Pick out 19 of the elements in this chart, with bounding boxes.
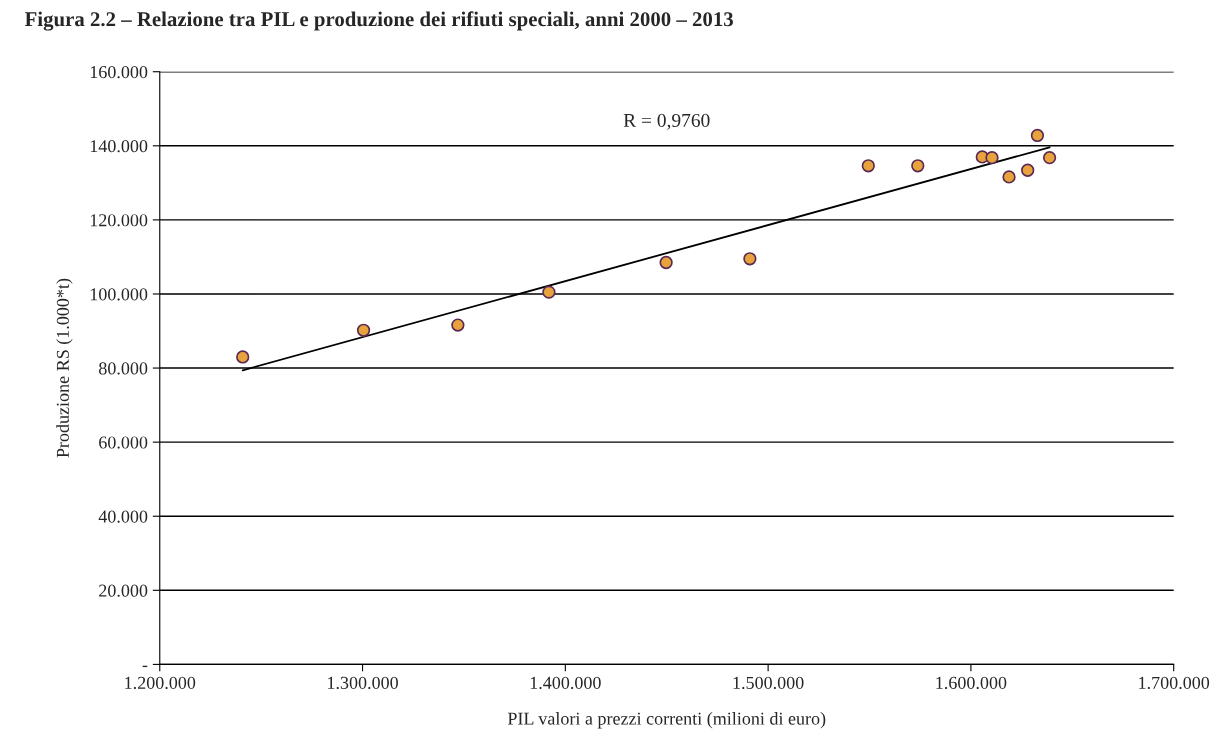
x-tick-label: 1.500.000 (733, 676, 804, 689)
y-tick-label: 120.000 (90, 214, 148, 227)
annotation: R = 0,9760 (623, 113, 710, 130)
y-tick-label: - (142, 665, 148, 668)
x-tick-label: 1.600.000 (936, 676, 1007, 689)
y-tick-label: 40.000 (98, 510, 148, 523)
y-tick-label: 80.000 (99, 362, 148, 375)
y-axis-title: Produzione RS (1.000*t) (56, 278, 73, 458)
chart-title: Figura 2.2 – Relazione tra PIL e produzione dei rifiuti speciali, anni 2000 – 2013 (24, 11, 733, 31)
x-axis-title: PIL valori a prezzi correnti (milioni di euro) (507, 712, 826, 729)
y-tick-label: 20.000 (99, 584, 148, 597)
x-tick-label: 1.400.000 (530, 676, 601, 689)
x-tick-label: 1.700.000 (1139, 676, 1210, 689)
x-tick-label: 1.200.000 (125, 676, 196, 689)
x-tick-label: 1.300.000 (328, 676, 398, 689)
y-tick-label: 160.000 (90, 65, 148, 79)
y-tick-label: 60.000 (99, 436, 148, 449)
y-tick-label: 140.000 (90, 140, 148, 153)
y-tick-label: 100.000 (90, 288, 148, 301)
